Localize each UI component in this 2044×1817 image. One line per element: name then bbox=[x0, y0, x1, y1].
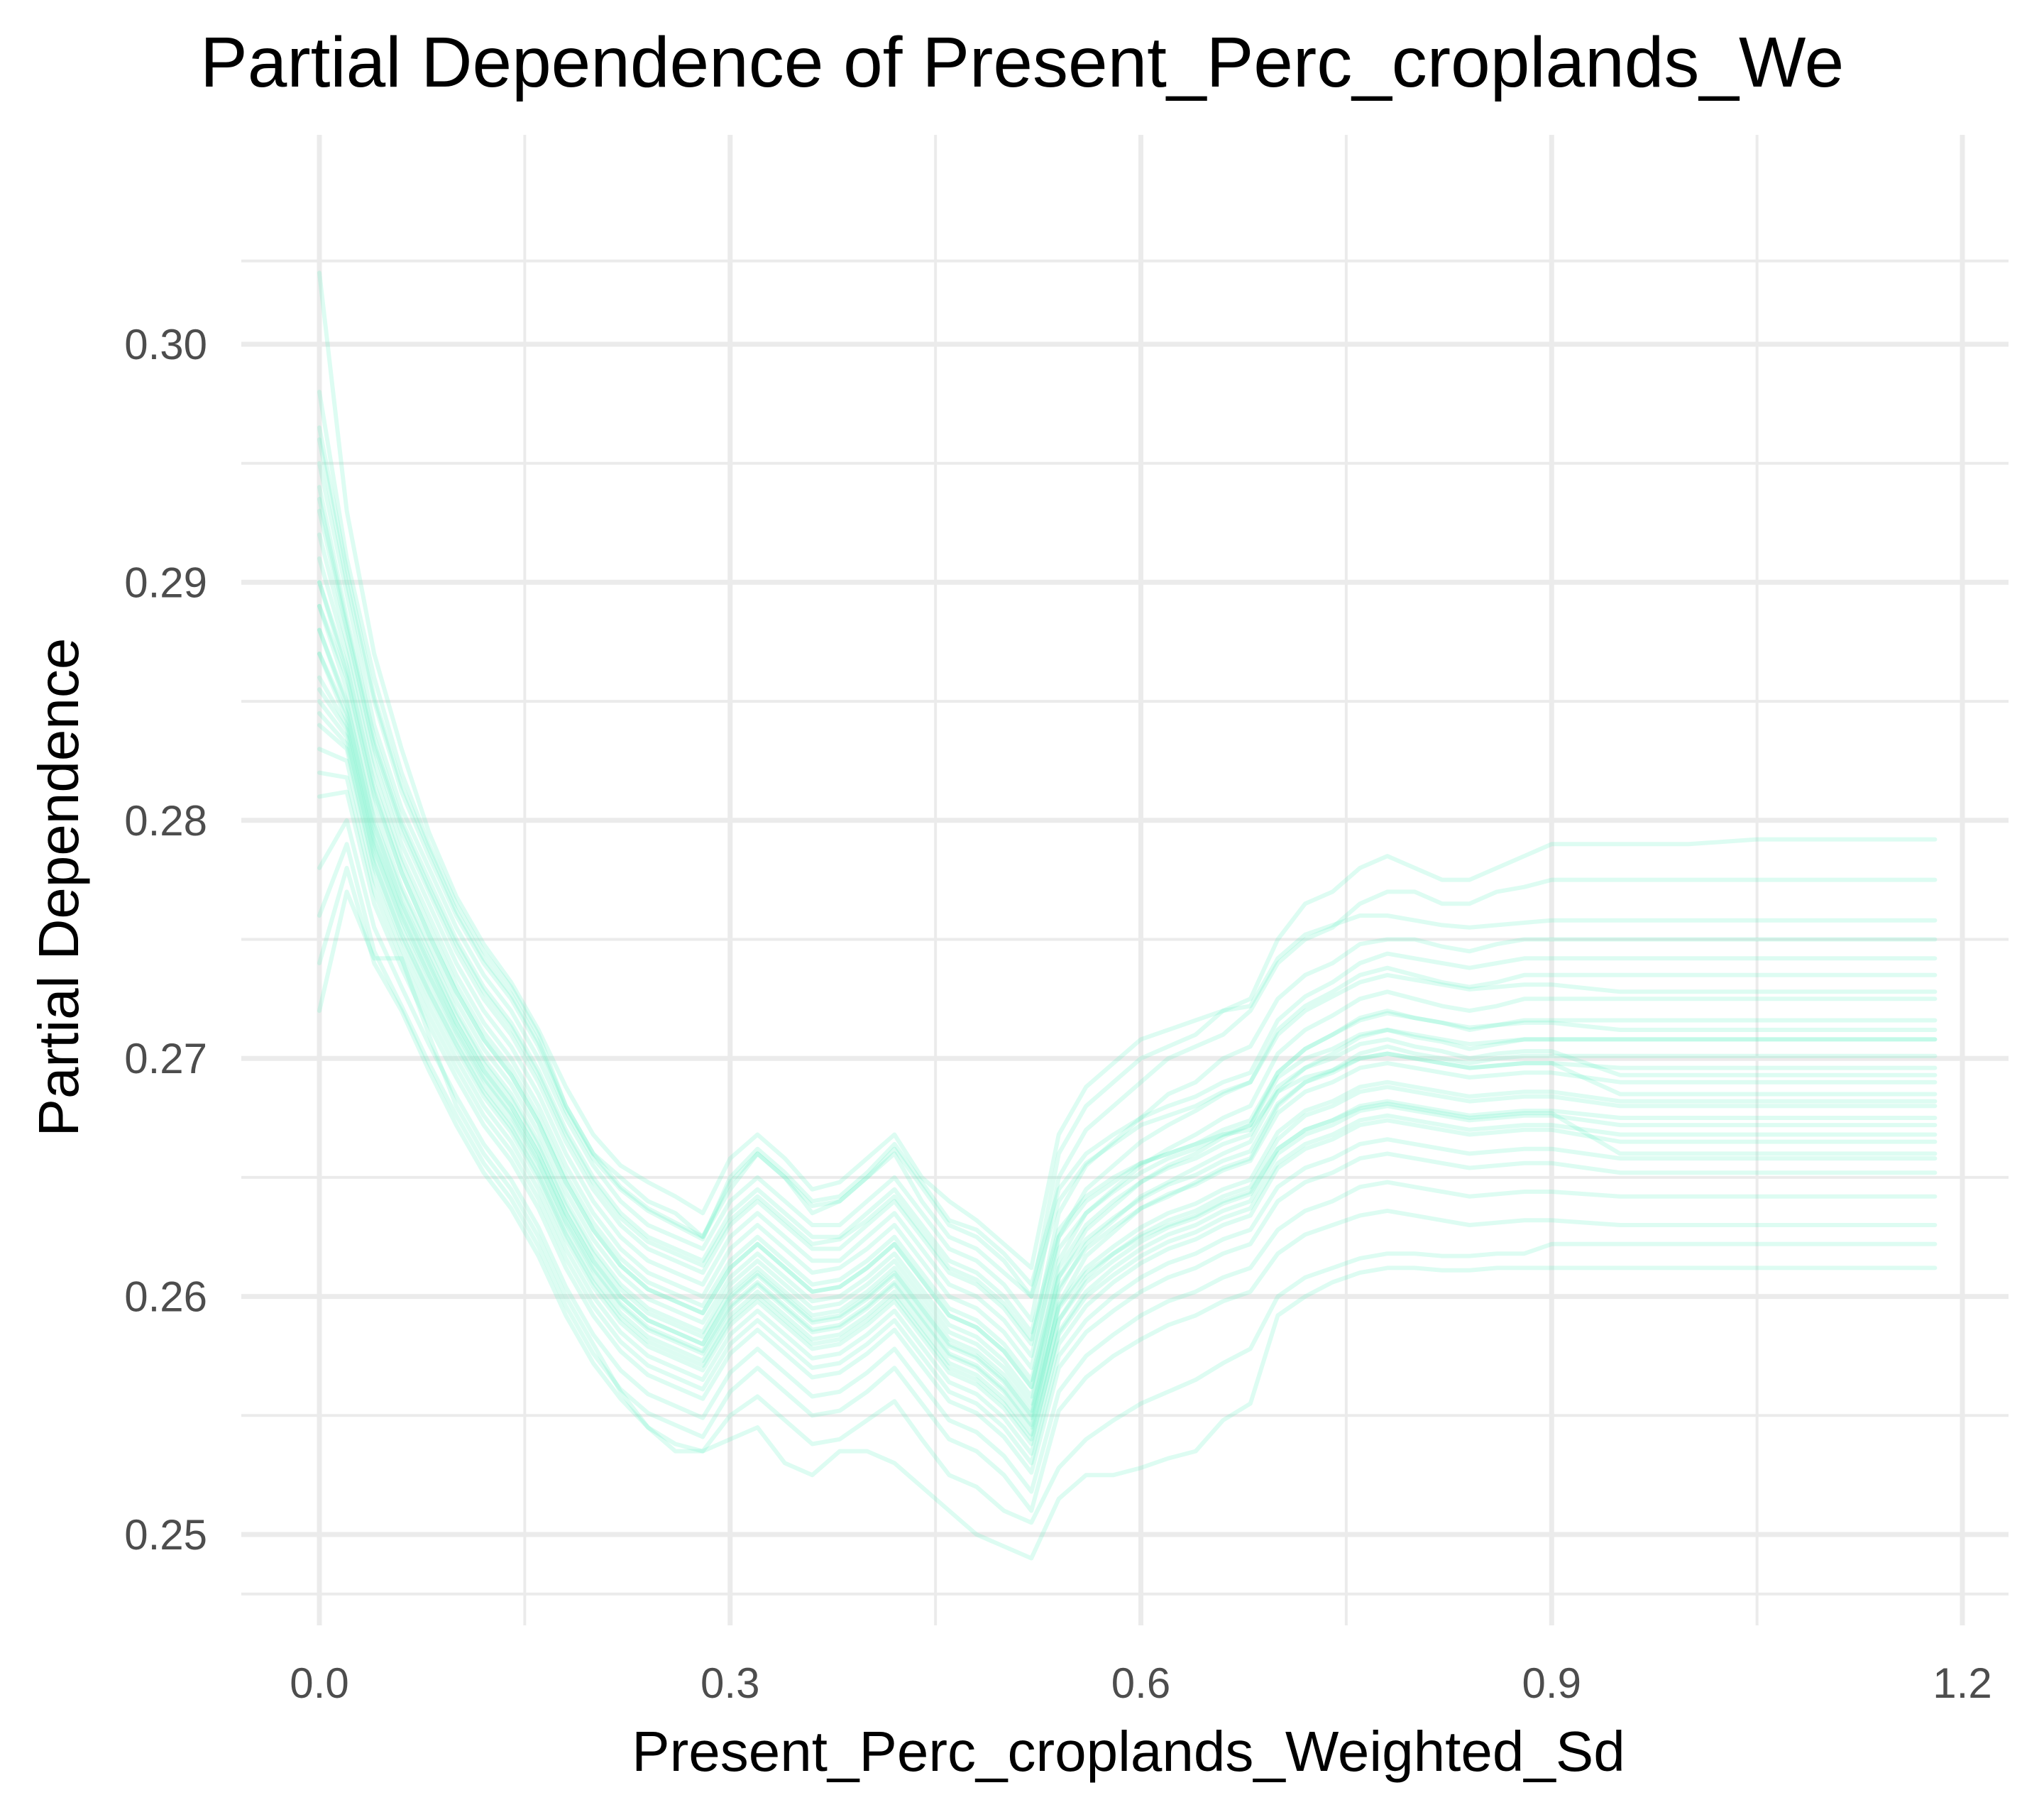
y-axis-title: Partial Dependence bbox=[27, 638, 90, 1137]
x-tick-label: 0.6 bbox=[1111, 1659, 1170, 1707]
x-tick-label: 0.3 bbox=[700, 1659, 759, 1707]
ice-line-27 bbox=[317, 580, 1938, 1390]
ice-line-14 bbox=[317, 770, 1938, 1466]
ice-line-19 bbox=[317, 865, 1938, 1525]
y-tick-label: 0.26 bbox=[124, 1273, 207, 1321]
ice-line-18 bbox=[317, 889, 1938, 1561]
ice-line-1 bbox=[317, 390, 1938, 1299]
ice-line-24 bbox=[317, 652, 1938, 1420]
ice-line-28 bbox=[317, 425, 1938, 1299]
ice-line-2 bbox=[317, 461, 1938, 1323]
ice-line-3 bbox=[317, 508, 1938, 1346]
x-tick-label: 0.9 bbox=[1522, 1659, 1581, 1707]
x-tick-labels: 0.0 0.3 0.6 0.9 1.2 bbox=[290, 1659, 1991, 1707]
ice-line-23 bbox=[317, 603, 1938, 1399]
y-tick-label: 0.30 bbox=[124, 321, 207, 368]
y-tick-label: 0.27 bbox=[124, 1035, 207, 1082]
ice-line-6 bbox=[317, 627, 1938, 1406]
ice-line-7 bbox=[317, 652, 1938, 1418]
ice-line-10 bbox=[317, 485, 1938, 1334]
y-tick-label: 0.25 bbox=[124, 1511, 207, 1559]
ice-line-20 bbox=[317, 270, 1938, 1270]
ice-line-22 bbox=[317, 532, 1938, 1358]
ice-lines-layer bbox=[317, 270, 1938, 1561]
ice-line-11 bbox=[317, 699, 1938, 1437]
x-tick-label: 1.2 bbox=[1933, 1659, 1991, 1707]
ice-line-9 bbox=[317, 580, 1938, 1382]
ice-line-26 bbox=[317, 710, 1938, 1442]
y-tick-labels: 0.25 0.26 0.27 0.28 0.29 0.30 bbox=[124, 321, 207, 1559]
ice-line-17 bbox=[317, 842, 1938, 1513]
ice-line-21 bbox=[317, 437, 1938, 1287]
grid-layer bbox=[241, 135, 2009, 1625]
x-tick-label: 0.0 bbox=[290, 1659, 348, 1707]
y-tick-label: 0.29 bbox=[124, 559, 207, 606]
x-axis-title: Present_Perc_croplands_Weighted_Sd bbox=[632, 1720, 1625, 1783]
y-tick-label: 0.28 bbox=[124, 797, 207, 845]
ice-line-15 bbox=[317, 789, 1938, 1475]
ice-line-5 bbox=[317, 603, 1938, 1390]
chart-title: Partial Dependence of Present_Perc_cropl… bbox=[200, 23, 1844, 102]
ice-line-29 bbox=[317, 497, 1938, 1341]
ice-line-30 bbox=[317, 627, 1938, 1413]
ice-line-8 bbox=[317, 675, 1938, 1427]
ice-line-16 bbox=[317, 818, 1938, 1494]
ice-line-13 bbox=[317, 747, 1938, 1456]
ice-line-25 bbox=[317, 687, 1938, 1430]
ice-line-4 bbox=[317, 556, 1938, 1371]
ice-line-12 bbox=[317, 723, 1938, 1447]
